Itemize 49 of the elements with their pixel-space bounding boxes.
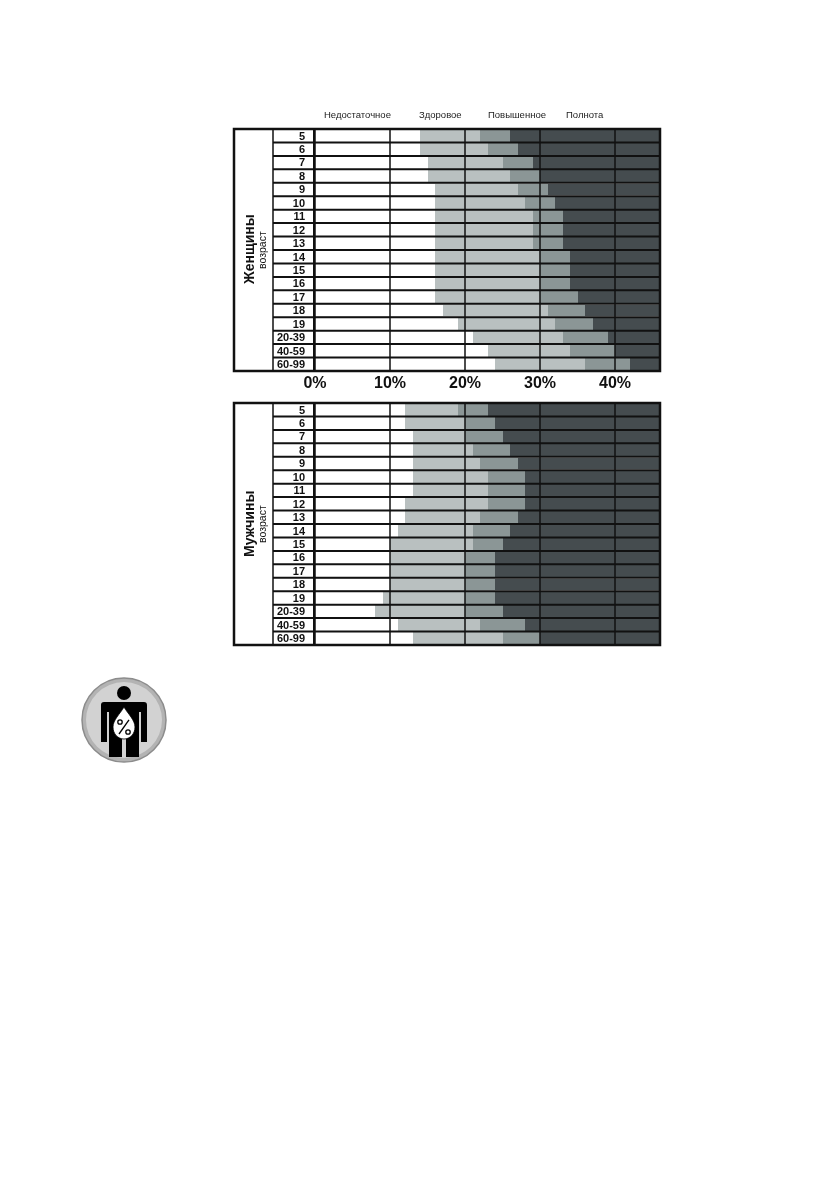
y-tick-label: 11 (293, 210, 306, 223)
y-tick-label: 8 (298, 443, 306, 456)
y-tick-label: 7 (298, 156, 306, 169)
y-tick-label: 8 (298, 169, 306, 182)
series-label: Недостаточное (324, 109, 391, 120)
text: Мужчины (241, 490, 257, 557)
y-axis-title: возраст (256, 505, 268, 543)
y-tick-label: 19 (292, 317, 306, 330)
y-tick-label: 12 (292, 497, 306, 510)
y-tick-label: 13 (292, 237, 306, 250)
y-tick-label: 12 (292, 223, 306, 236)
y-tick-label: 15 (292, 538, 306, 551)
y-tick-label: 10 (292, 196, 306, 209)
y-tick-label: 17 (292, 564, 306, 577)
y-tick-label: 14 (292, 524, 306, 537)
series-label: Здоровое (419, 109, 462, 120)
y-tick-label: 14 (292, 250, 306, 263)
y-tick-label: 5 (298, 403, 306, 416)
y-tick-label: 18 (292, 578, 306, 591)
y-tick-label: 60-99 (276, 632, 306, 645)
y-tick-label: 20-39 (276, 331, 306, 344)
y-tick-label: 9 (298, 457, 306, 470)
y-tick-label: 19 (292, 591, 306, 604)
x-tick-label: 10% (373, 374, 407, 391)
y-tick-label: 18 (292, 304, 306, 317)
y-tick-label: 40-59 (276, 344, 306, 357)
y-tick-label: 10 (292, 470, 306, 483)
x-tick-label: 0% (303, 374, 327, 391)
y-tick-label: 17 (292, 290, 306, 303)
y-tick-label: 7 (298, 430, 306, 443)
series-label: Повышенное (488, 109, 546, 120)
y-tick-label: 20-39 (276, 605, 306, 618)
y-tick-label: 5 (298, 129, 306, 142)
series-label: Полнота (566, 109, 605, 120)
y-tick-label: 11 (293, 484, 306, 497)
y-tick-label: 6 (298, 143, 306, 156)
x-tick-label: 30% (523, 374, 557, 391)
y-tick-label: 15 (292, 264, 306, 277)
y-tick-label: 40-59 (276, 618, 306, 631)
text: Женщины (241, 214, 257, 285)
x-tick-label: 20% (448, 374, 482, 391)
y-axis-title: возраст (256, 231, 268, 269)
x-tick-label: 40% (598, 374, 632, 391)
y-tick-label: 13 (292, 511, 306, 524)
y-tick-label: 16 (292, 551, 306, 564)
y-tick-label: 16 (292, 277, 306, 290)
y-tick-label: 6 (298, 417, 306, 430)
y-tick-label: 60-99 (276, 358, 306, 371)
y-tick-label: 9 (298, 183, 306, 196)
